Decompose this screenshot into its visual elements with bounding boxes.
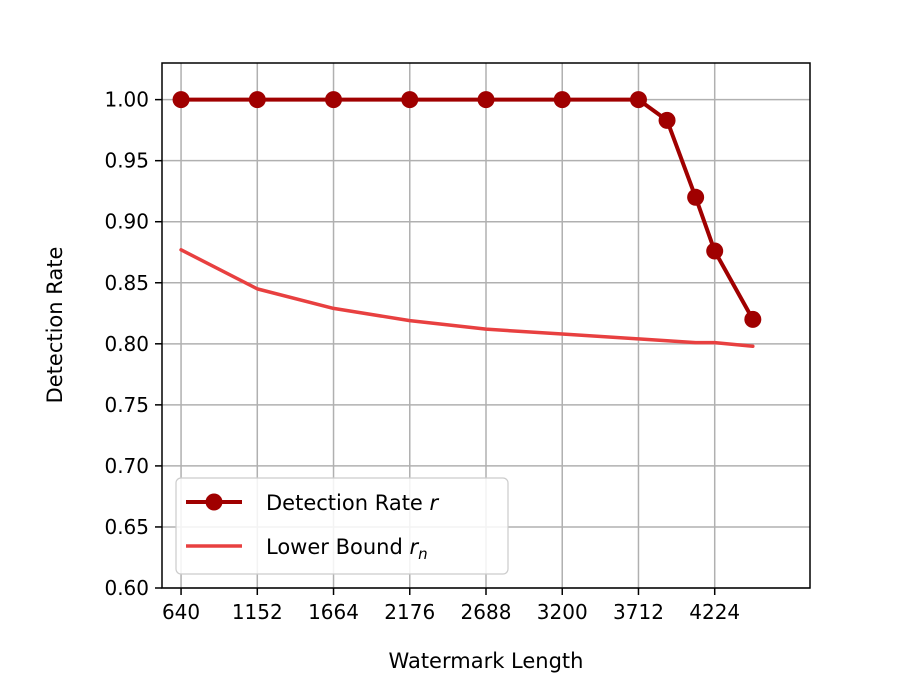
x-tick-label: 2176 (384, 600, 435, 624)
detection-rate-point (553, 91, 571, 109)
lower-bound-line (179, 248, 755, 349)
y-tick-label: 0.85 (104, 271, 149, 295)
ticks-layer: 640 1152 1664 2176 2688 3200 3712 4224 0.60 0.65 0… (104, 88, 740, 624)
legend-detection-rate-marker (205, 493, 223, 511)
x-tick-label: 640 (162, 600, 200, 624)
x-tick-label: 4224 (689, 600, 740, 624)
x-tick-label: 2688 (461, 600, 512, 624)
y-tick-label: 0.80 (104, 332, 149, 356)
detection-rate-point (687, 188, 705, 206)
y-tick-label: 0.75 (104, 393, 149, 417)
x-tick-label: 3712 (613, 600, 664, 624)
legend-detection-rate: Detection Rate r (186, 491, 440, 515)
detection-rate-point (172, 91, 190, 109)
y-tick-label: 0.70 (104, 454, 149, 478)
x-axis-title: Watermark Length (389, 649, 584, 673)
x-tick-label: 1152 (232, 600, 283, 624)
y-tick-label: 0.90 (104, 210, 149, 234)
detection-rate-point (706, 242, 724, 260)
y-tick-label: 0.95 (104, 149, 149, 173)
detection-rate-point (248, 91, 266, 109)
series-detection-rate (172, 91, 762, 328)
y-axis-title: Detection Rate (43, 247, 67, 404)
detection-rate-point (477, 91, 495, 109)
legend-detection-rate-label: Detection Rate r (266, 491, 440, 515)
detection-rate-point (401, 91, 419, 109)
legend-box (175, 477, 509, 575)
detection-rate-point (629, 91, 647, 109)
series-layer (172, 91, 762, 349)
detection-rate-point (744, 310, 762, 328)
legend: Detection Rate r Lower Bound rn (175, 477, 509, 575)
legend-lower-bound-label: Lower Bound rn (266, 535, 428, 563)
detection-rate-point (325, 91, 343, 109)
legend-lower-bound: Lower Bound rn (186, 535, 428, 563)
series-lower-bound (179, 248, 755, 349)
y-tick-label: 0.65 (104, 515, 149, 539)
x-tick-label: 3200 (537, 600, 588, 624)
y-tick-label: 0.60 (104, 576, 149, 600)
detection-rate-point (658, 111, 676, 129)
x-tick-label: 1664 (308, 600, 359, 624)
detection-rate-line (179, 97, 755, 322)
y-tick-label: 1.00 (104, 88, 149, 112)
